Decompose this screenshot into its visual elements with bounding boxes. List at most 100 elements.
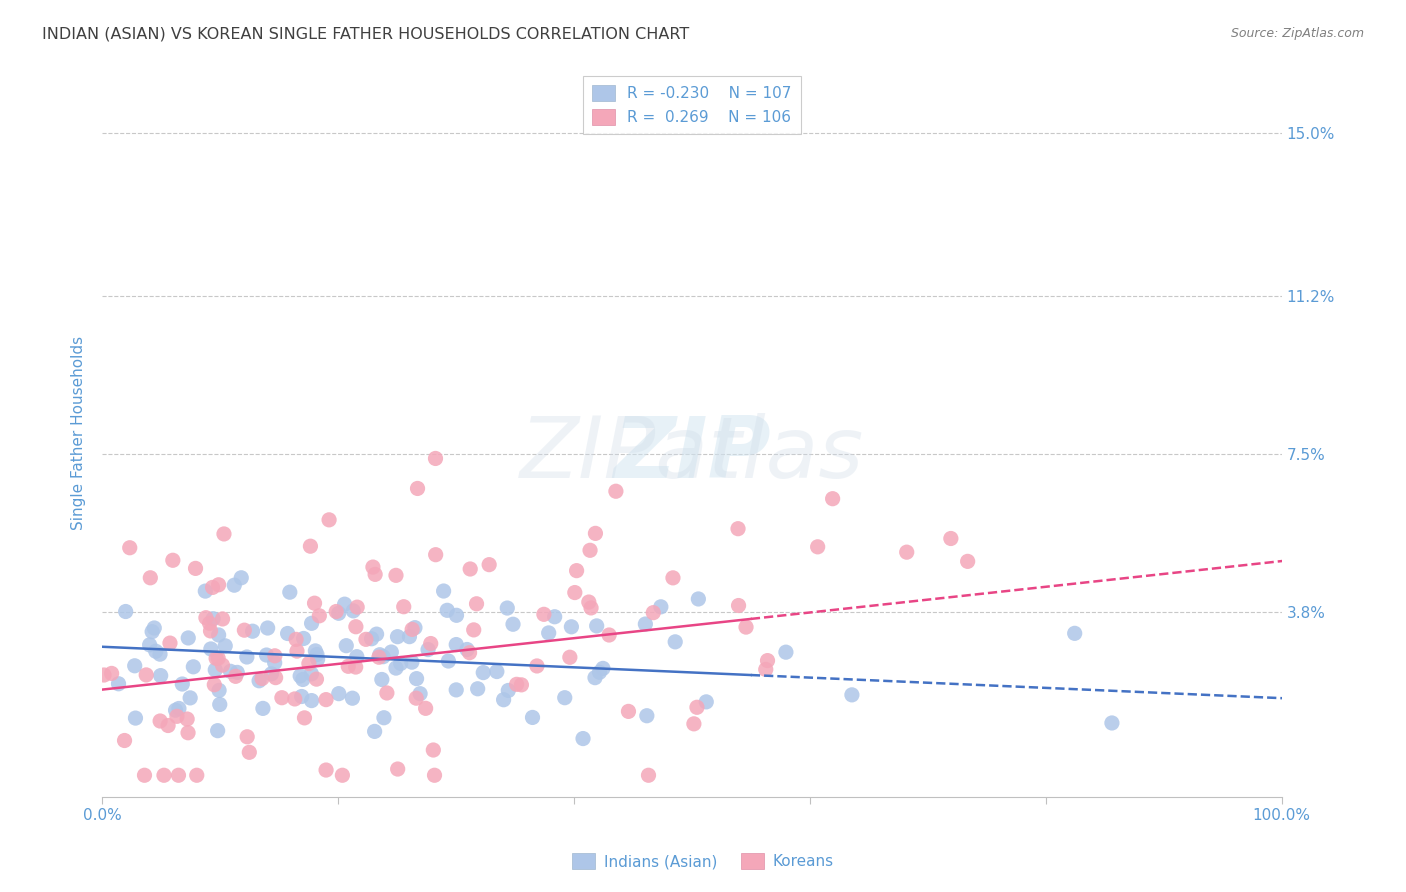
Point	[202, 678, 225, 692]
Point	[124, 711, 146, 725]
Point	[256, 648, 278, 662]
Point	[572, 731, 595, 746]
Point	[194, 611, 217, 625]
Point	[344, 620, 367, 634]
Point	[363, 724, 385, 739]
Point	[285, 644, 308, 658]
Point	[662, 571, 685, 585]
Point	[841, 688, 863, 702]
Point	[167, 701, 190, 715]
Point	[419, 636, 441, 650]
Point	[219, 665, 242, 679]
Point	[114, 733, 136, 747]
Point	[201, 581, 224, 595]
Point	[436, 603, 458, 617]
Point	[636, 708, 658, 723]
Point	[537, 626, 560, 640]
Point	[211, 612, 233, 626]
Point	[166, 709, 188, 723]
Point	[270, 690, 292, 705]
Point	[263, 656, 285, 670]
Point	[301, 693, 323, 707]
Point	[145, 644, 167, 658]
Point	[558, 650, 581, 665]
Point	[224, 578, 246, 592]
Point	[939, 532, 962, 546]
Point	[332, 768, 354, 782]
Point	[149, 714, 172, 728]
Point	[305, 648, 328, 662]
Point	[585, 619, 607, 633]
Point	[510, 678, 533, 692]
Point	[159, 636, 181, 650]
Point	[560, 620, 582, 634]
Point	[401, 623, 423, 637]
Point	[200, 642, 222, 657]
Point	[416, 642, 439, 657]
Point	[458, 646, 481, 660]
Point	[735, 620, 758, 634]
Point	[478, 558, 501, 572]
Point	[598, 628, 620, 642]
Point	[278, 585, 301, 599]
Point	[177, 631, 200, 645]
Point	[637, 768, 659, 782]
Point	[263, 648, 285, 663]
Point	[242, 624, 264, 639]
Point	[373, 711, 395, 725]
Point	[207, 651, 229, 665]
Point	[364, 567, 387, 582]
Point	[617, 705, 640, 719]
Point	[422, 743, 444, 757]
Point	[264, 671, 287, 685]
Point	[157, 718, 180, 732]
Point	[755, 662, 778, 676]
Point	[346, 600, 368, 615]
Point	[304, 644, 326, 658]
Point	[186, 768, 208, 782]
Point	[592, 661, 614, 675]
Point	[375, 686, 398, 700]
Point	[406, 482, 429, 496]
Point	[233, 623, 256, 637]
Point	[409, 687, 432, 701]
Point	[284, 692, 307, 706]
Point	[498, 683, 520, 698]
Point	[368, 648, 391, 662]
Point	[344, 660, 367, 674]
Point	[149, 647, 172, 661]
Point	[756, 654, 779, 668]
Point	[433, 584, 456, 599]
Point	[260, 666, 283, 681]
Point	[308, 608, 330, 623]
Point	[583, 526, 606, 541]
Point	[208, 683, 231, 698]
Point	[162, 553, 184, 567]
Point	[149, 668, 172, 682]
Point	[405, 672, 427, 686]
Point	[141, 624, 163, 639]
Text: ZIP: ZIP	[613, 413, 770, 496]
Point	[533, 607, 555, 622]
Point	[371, 673, 394, 687]
Point	[198, 616, 221, 631]
Point	[211, 658, 233, 673]
Point	[208, 698, 231, 712]
Point	[139, 571, 162, 585]
Legend: Indians (Asian), Koreans: Indians (Asian), Koreans	[567, 847, 839, 875]
Point	[179, 690, 201, 705]
Y-axis label: Single Father Households: Single Father Households	[72, 335, 86, 530]
Point	[183, 660, 205, 674]
Point	[634, 617, 657, 632]
Point	[404, 621, 426, 635]
Point	[496, 601, 519, 615]
Text: ZIPatlas: ZIPatlas	[520, 413, 865, 496]
Point	[543, 609, 565, 624]
Point	[247, 673, 270, 688]
Point	[298, 657, 321, 671]
Point	[807, 540, 830, 554]
Point	[385, 661, 408, 675]
Point	[727, 522, 749, 536]
Point	[176, 712, 198, 726]
Point	[328, 687, 350, 701]
